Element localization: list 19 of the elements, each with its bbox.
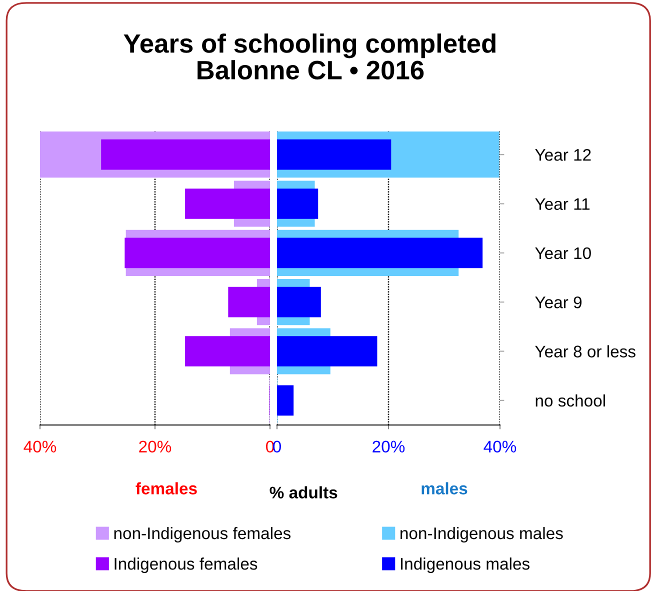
text: % adults: [270, 486, 338, 498]
legend-label: Indigenous males: [400, 558, 530, 574]
x-axis-title: males: [422, 482, 468, 494]
legend-label: non-Indigenous males: [400, 526, 563, 543]
legend-label: non-Indigenous females: [114, 526, 291, 543]
x-tick-label: 40%: [484, 440, 516, 453]
y-tick-label: Year 11: [535, 198, 590, 210]
x-tick-label: 20%: [139, 440, 172, 453]
x-tick-label: 20%: [372, 440, 405, 453]
y-tick-label: Year 8 or less: [535, 345, 636, 358]
y-tick-label: no school: [536, 394, 605, 407]
x-axis-title: females: [136, 482, 197, 494]
legend-label: Indigenous females: [114, 558, 258, 574]
y-tick-label: Year 12: [535, 148, 591, 161]
x-tick-label: 0: [273, 440, 281, 453]
y-tick-label: Year 10: [535, 247, 591, 260]
x-tick-label: 40%: [24, 440, 56, 453]
y-tick-label: Year 9: [535, 296, 582, 308]
chart-title: Years of schooling completed Balonne CL • 2016: [124, 33, 496, 80]
